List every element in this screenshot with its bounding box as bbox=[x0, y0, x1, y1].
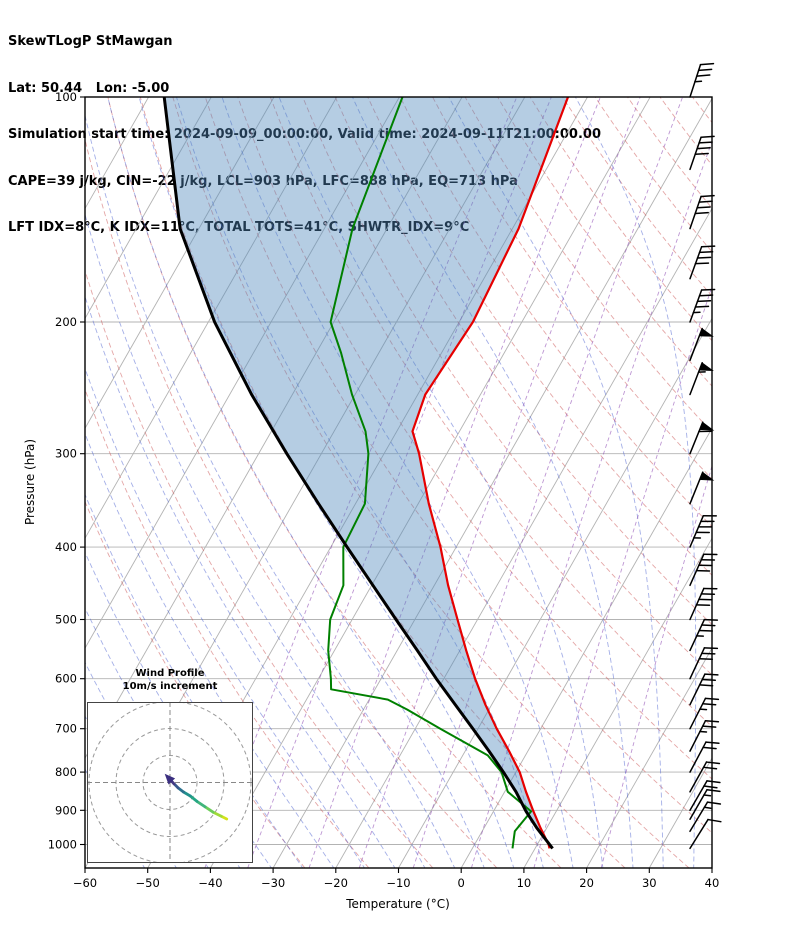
location-line: Lat: 50.44 Lon: -5.00 bbox=[8, 80, 170, 96]
svg-text:200: 200 bbox=[55, 315, 77, 329]
svg-text:1000: 1000 bbox=[48, 838, 77, 852]
wind-barb bbox=[689, 515, 718, 548]
dewpoint-curve bbox=[327, 97, 533, 849]
svg-text:700: 700 bbox=[55, 722, 77, 736]
wind-barb bbox=[689, 327, 714, 362]
hodograph-trace-segment bbox=[203, 805, 215, 814]
wind-barb bbox=[689, 421, 715, 455]
wind-barb bbox=[689, 780, 721, 812]
temperature-curve bbox=[411, 97, 570, 849]
hodograph-trace-segment bbox=[188, 794, 199, 803]
wind-barb bbox=[689, 587, 718, 621]
hodograph-inset bbox=[87, 701, 253, 864]
chart-title: SkewTLogP StMawgan bbox=[8, 34, 173, 49]
parcel-curve bbox=[162, 97, 554, 850]
svg-text:−50: −50 bbox=[136, 876, 160, 890]
svg-text:30: 30 bbox=[642, 876, 657, 890]
wind-barb bbox=[689, 761, 721, 793]
svg-text:400: 400 bbox=[55, 540, 77, 554]
svg-text:40: 40 bbox=[705, 876, 720, 890]
axes-frame: −60 −50 −40 −30 −20 −10 0 10 20 30 40 100 200 300 400 5… bbox=[48, 90, 720, 890]
header-block: SkewTLogP StMawgan Lat: 50.44 Lon: -5.00… bbox=[8, 3, 601, 267]
hodograph-arrow bbox=[164, 773, 176, 785]
svg-text:0: 0 bbox=[458, 876, 465, 890]
svg-text:600: 600 bbox=[55, 672, 77, 686]
hodograph-title: Wind Profile 10m/s increment bbox=[87, 667, 253, 693]
svg-text:−40: −40 bbox=[198, 876, 222, 890]
svg-text:−10: −10 bbox=[386, 876, 410, 890]
svg-text:500: 500 bbox=[55, 613, 77, 627]
hodograph-title-line2: 10m/s increment bbox=[122, 681, 218, 692]
wind-barb bbox=[689, 801, 722, 833]
svg-text:10: 10 bbox=[517, 876, 532, 890]
wind-barb bbox=[689, 471, 715, 505]
indices-line-2: LFT IDX=8°C, K IDX=11°C, TOTAL TOTS=41°C… bbox=[8, 220, 470, 235]
wind-barb bbox=[689, 818, 722, 850]
indices-line-1: CAPE=39 j/kg, CIN=-22 j/kg, LCL=903 hPa,… bbox=[8, 173, 518, 189]
hodograph-title-line1: Wind Profile bbox=[135, 668, 205, 679]
wind-barb bbox=[689, 245, 716, 280]
hodograph-trace-segment bbox=[195, 800, 207, 809]
wind-barb bbox=[689, 697, 720, 730]
svg-text:−60: −60 bbox=[73, 876, 97, 890]
svg-text:−20: −20 bbox=[324, 876, 348, 890]
svg-text:800: 800 bbox=[55, 765, 77, 779]
wind-barb bbox=[689, 647, 719, 680]
hodograph-plot bbox=[87, 701, 253, 864]
y-axis-label: Pressure (hPa) bbox=[23, 438, 37, 526]
wind-barbs bbox=[689, 62, 722, 850]
svg-text:900: 900 bbox=[55, 803, 77, 817]
svg-text:−30: −30 bbox=[261, 876, 285, 890]
svg-text:300: 300 bbox=[55, 447, 77, 461]
wind-barb bbox=[689, 362, 714, 396]
svg-text:100: 100 bbox=[55, 90, 77, 104]
x-axis-label: Temperature (°C) bbox=[346, 897, 450, 911]
sounding-curves bbox=[162, 97, 570, 850]
wind-barb bbox=[689, 62, 715, 98]
wind-barb bbox=[689, 553, 718, 587]
hodograph-trace-segment bbox=[211, 810, 223, 818]
svg-text:20: 20 bbox=[579, 876, 594, 890]
wind-barb bbox=[689, 720, 720, 752]
wind-barb bbox=[689, 789, 721, 820]
